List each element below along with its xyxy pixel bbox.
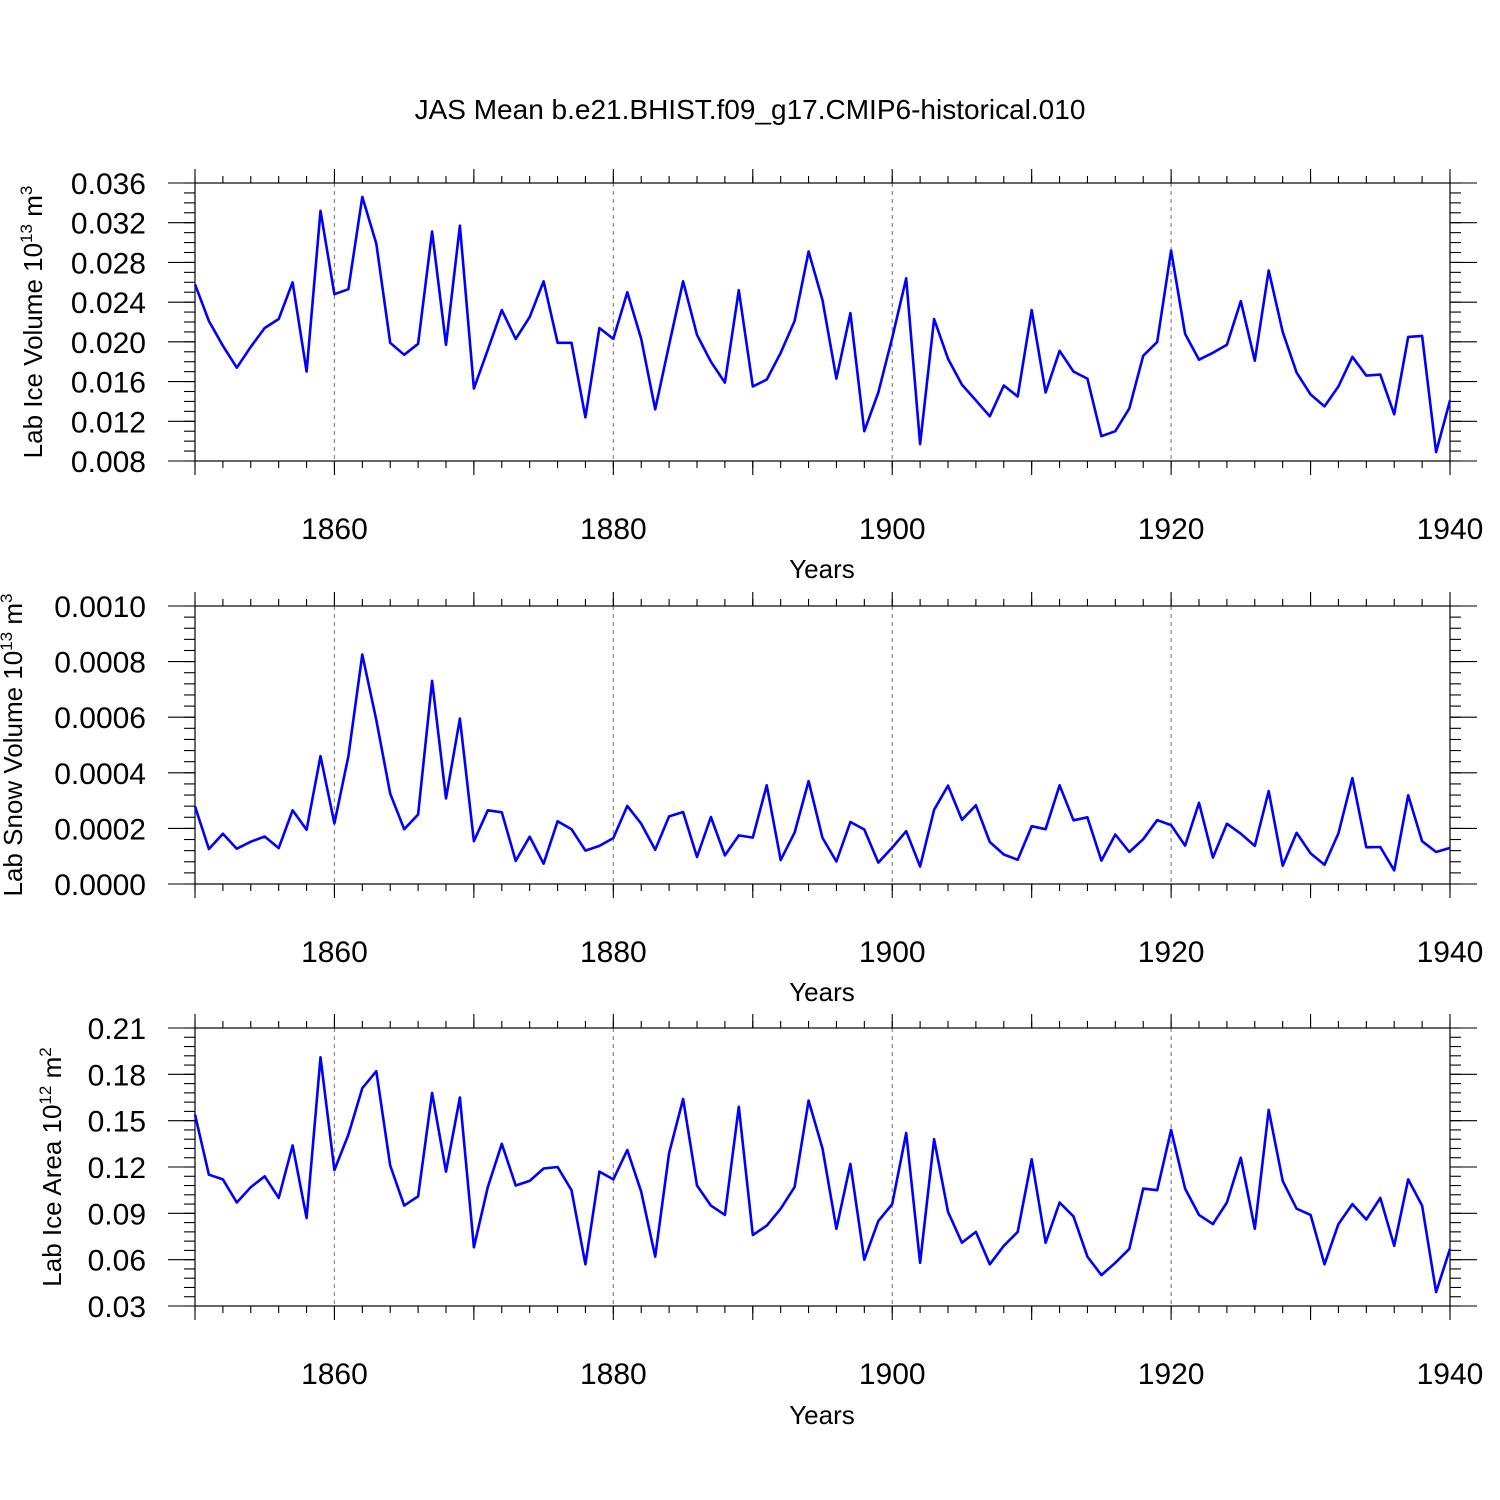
xlabel-snow-volume: Years	[789, 977, 855, 1007]
x-tick-label: 1940	[1417, 1358, 1484, 1391]
y-tick-label: 0.15	[88, 1106, 146, 1139]
plot-frame	[194, 182, 1451, 462]
x-tick-label: 1880	[580, 513, 647, 546]
x-tick-label: 1860	[301, 936, 368, 969]
ylabel-mid: m	[0, 603, 28, 632]
x-tick-label: 1900	[859, 1358, 926, 1391]
panel-ice-area: Lab Ice Area 1012 m2 Years 0.03 0.06 0.09 0…	[36, 1013, 1483, 1430]
ylabel-main: Lab Ice Area 10	[37, 1105, 67, 1287]
y-tick-label: 0.024	[71, 287, 146, 320]
ylabel-exp2: 3	[0, 593, 16, 602]
y-tick-label: 0.008	[71, 446, 146, 479]
ylabel-mid: m	[18, 195, 48, 224]
x-tick-label: 1920	[1138, 513, 1205, 546]
x-tick-label: 1880	[580, 936, 647, 969]
y-tick-label: 0.0002	[54, 813, 146, 846]
y-tick-label: 0.012	[71, 406, 146, 439]
ylabel-mid: m	[37, 1057, 67, 1086]
ylabel-ice-volume: Lab Ice Volume 1013 m3	[17, 186, 48, 459]
y-tick-label: 0.12	[88, 1152, 146, 1185]
y-tick-label: 0.0000	[54, 869, 146, 902]
ylabel-main: Lab Snow Volume 10	[0, 651, 28, 897]
y-tick-label: 0.0004	[54, 758, 146, 791]
y-tick-label: 0.09	[88, 1198, 146, 1231]
y-tick-label: 0.0006	[54, 702, 146, 735]
ylabel-exp1: 13	[17, 224, 36, 243]
ylabel-exp2: 2	[36, 1047, 55, 1056]
x-tick-label: 1860	[301, 513, 368, 546]
panel-snow-volume: Lab Snow Volume 1013 m3 Years 0.0000 0.00…	[0, 591, 1483, 1007]
xlabel-ice-volume: Years	[789, 554, 855, 584]
ylabel-exp1: 12	[36, 1086, 55, 1105]
ylabel-snow-volume: Lab Snow Volume 1013 m3	[0, 593, 28, 896]
ylabel-exp2: 3	[17, 186, 36, 195]
y-tick-label: 0.03	[88, 1291, 146, 1324]
plot-frame	[194, 1027, 1451, 1307]
series-line-snow-volume	[193, 653, 1451, 872]
ylabel-ice-area: Lab Ice Area 1012 m2	[36, 1047, 67, 1286]
y-tick-label: 0.016	[71, 367, 146, 400]
series-line-ice-area	[193, 1056, 1452, 1294]
ylabel-exp1: 13	[0, 632, 16, 651]
x-tick-label: 1940	[1417, 513, 1484, 546]
y-tick-label: 0.020	[71, 327, 146, 360]
y-tick-label: 0.21	[88, 1013, 146, 1046]
y-tick-label: 0.0008	[54, 647, 146, 680]
y-tick-label: 0.18	[88, 1059, 146, 1092]
x-tick-label: 1880	[580, 1358, 647, 1391]
figure-title: JAS Mean b.e21.BHIST.f09_g17.CMIP6-histo…	[415, 94, 1086, 125]
series-line-ice-volume	[193, 195, 1452, 454]
x-tick-label: 1940	[1417, 936, 1484, 969]
x-tick-label: 1920	[1138, 1358, 1205, 1391]
xlabel-ice-area: Years	[789, 1400, 855, 1430]
panel-ice-volume: Lab Ice Volume 1013 m3 Years 0.008 0.012 0…	[17, 168, 1483, 584]
y-tick-label: 0.06	[88, 1245, 146, 1278]
y-tick-label: 0.0010	[54, 591, 146, 624]
x-tick-label: 1920	[1138, 936, 1205, 969]
x-tick-label: 1860	[301, 1358, 368, 1391]
y-tick-label: 0.032	[71, 208, 146, 241]
plot-frame	[194, 605, 1451, 885]
y-tick-label: 0.036	[71, 168, 146, 201]
x-tick-label: 1900	[859, 513, 926, 546]
ylabel-main: Lab Ice Volume 10	[18, 243, 48, 458]
y-tick-label: 0.028	[71, 247, 146, 280]
x-tick-label: 1900	[859, 936, 926, 969]
